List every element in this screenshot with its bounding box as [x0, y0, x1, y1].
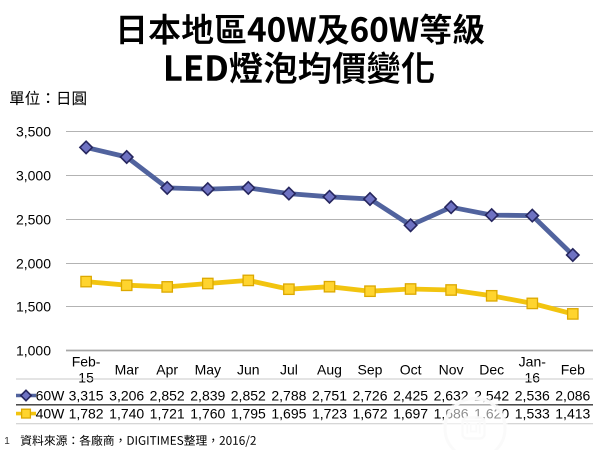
svg-text:Sep: Sep — [358, 362, 383, 378]
svg-text:Oct: Oct — [400, 362, 422, 378]
svg-text:Feb: Feb — [561, 362, 585, 378]
svg-text:2,425: 2,425 — [393, 387, 428, 403]
svg-text:1,723: 1,723 — [312, 405, 347, 421]
svg-text:1,760: 1,760 — [190, 405, 225, 421]
svg-text:2,000: 2,000 — [16, 255, 51, 271]
svg-text:1: 1 — [4, 436, 10, 447]
svg-text:2,086: 2,086 — [555, 387, 590, 403]
svg-text:1,795: 1,795 — [231, 405, 266, 421]
svg-text:Jul: Jul — [280, 362, 298, 378]
svg-text:3,206: 3,206 — [109, 387, 144, 403]
svg-text:Feb-: Feb- — [72, 353, 101, 369]
svg-text:Aug: Aug — [317, 362, 342, 378]
svg-text:2,726: 2,726 — [352, 387, 387, 403]
svg-text:2,500: 2,500 — [16, 211, 51, 227]
svg-text:Apr: Apr — [156, 362, 178, 378]
svg-text:1,721: 1,721 — [150, 405, 185, 421]
svg-text:1,413: 1,413 — [555, 405, 590, 421]
svg-text:1,000: 1,000 — [16, 342, 51, 358]
svg-text:2,788: 2,788 — [271, 387, 306, 403]
svg-text:3,000: 3,000 — [16, 167, 51, 183]
svg-text:2,839: 2,839 — [190, 387, 225, 403]
svg-text:1,500: 1,500 — [16, 298, 51, 314]
svg-text:15: 15 — [78, 369, 94, 385]
svg-text:2,536: 2,536 — [515, 387, 550, 403]
svg-text:16: 16 — [525, 369, 541, 385]
svg-text:2,751: 2,751 — [312, 387, 347, 403]
svg-text:1,697: 1,697 — [393, 405, 428, 421]
svg-text:1,533: 1,533 — [515, 405, 550, 421]
svg-text:1,695: 1,695 — [271, 405, 306, 421]
svg-text:Jun: Jun — [237, 362, 260, 378]
svg-text:60W: 60W — [36, 387, 66, 403]
svg-text:3,315: 3,315 — [69, 387, 104, 403]
svg-text:3,500: 3,500 — [16, 123, 51, 139]
svg-text:Jan-: Jan- — [519, 353, 547, 369]
svg-text:Dec: Dec — [479, 362, 504, 378]
svg-text:40W: 40W — [36, 405, 66, 421]
svg-text:2,852: 2,852 — [150, 387, 185, 403]
svg-text:Nov: Nov — [439, 362, 464, 378]
svg-text:Mar: Mar — [115, 362, 139, 378]
svg-text:May: May — [195, 362, 221, 378]
svg-text:2,852: 2,852 — [231, 387, 266, 403]
svg-text:1,672: 1,672 — [352, 405, 387, 421]
svg-text:1,740: 1,740 — [109, 405, 144, 421]
svg-text:1,782: 1,782 — [69, 405, 104, 421]
